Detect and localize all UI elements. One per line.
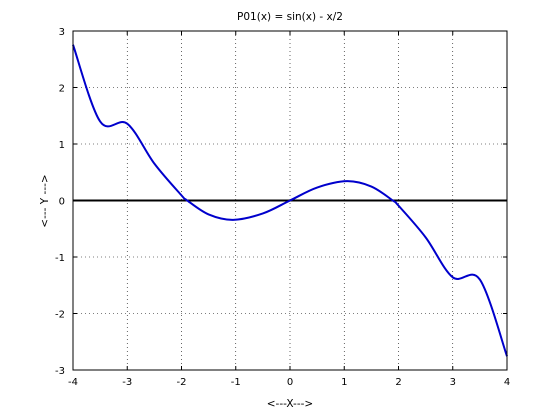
x-tick-label: -3 [122,377,132,388]
chart-title: P01(x) = sin(x) - x/2 [237,11,343,23]
grid [73,31,507,370]
x-axis-ticks: -4 -3 -2 -1 0 1 2 3 4 [68,31,510,388]
x-tick-label: -1 [231,377,241,388]
y-tick-label: -1 [55,253,65,264]
function-curve [72,44,508,357]
x-tick-label: -2 [177,377,187,388]
x-tick-label: -4 [68,377,78,388]
y-tick-label: -3 [55,366,65,377]
y-axis-ticks: -3 -2 -1 0 1 2 3 [55,27,507,377]
x-axis-label: <---X---> [267,398,313,410]
curve-layer [72,44,508,357]
y-axis-label: <--- Y ---> [39,174,51,227]
y-tick-label: 1 [59,140,65,151]
y-tick-label: -2 [55,310,65,321]
y-tick-label: 0 [59,197,65,208]
x-tick-label: 1 [341,377,347,388]
y-tick-label: 2 [59,84,65,95]
x-tick-label: 0 [287,377,293,388]
y-tick-label: 3 [59,27,65,38]
x-tick-label: 4 [504,377,510,388]
x-tick-label: 2 [395,377,401,388]
x-tick-label: 3 [450,377,456,388]
